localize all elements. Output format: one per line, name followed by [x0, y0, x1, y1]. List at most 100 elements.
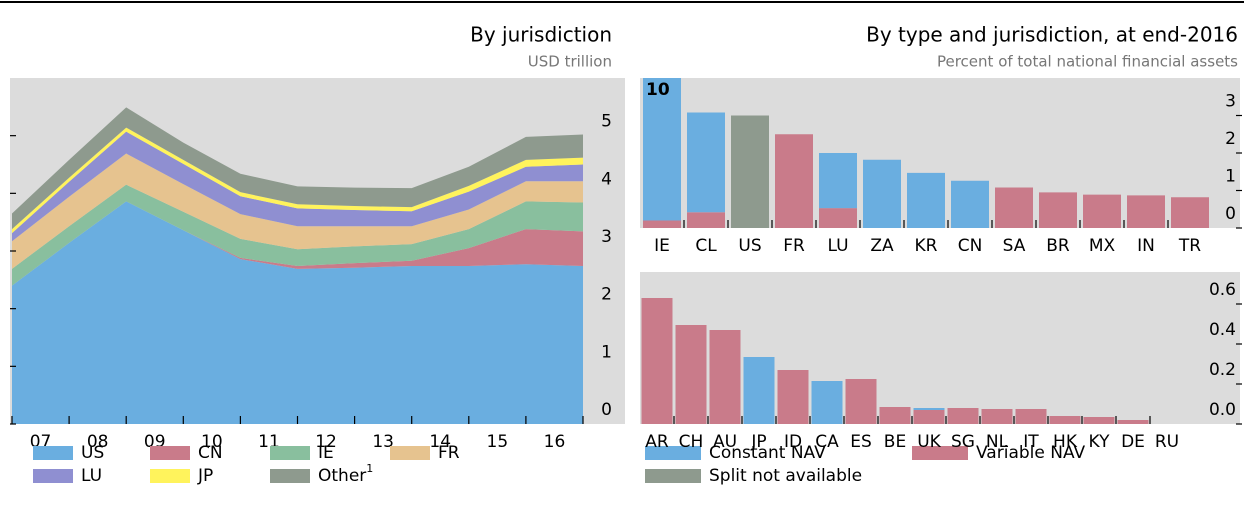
- bar: [777, 370, 809, 424]
- x-tick-label: IT: [1023, 432, 1039, 452]
- legend-name: FR: [438, 443, 460, 463]
- x-tick-label: CH: [679, 432, 704, 452]
- x-tick-label: RU: [1155, 432, 1179, 452]
- y-tick-label: 1: [1225, 167, 1236, 187]
- x-tick-label: JP: [750, 432, 766, 452]
- bar: [913, 408, 945, 410]
- bar: [675, 325, 707, 424]
- legend-swatch: [645, 446, 701, 460]
- x-tick-label: DE: [1121, 432, 1145, 452]
- bar: [775, 134, 813, 228]
- bar-plot: [641, 298, 1149, 424]
- area: [12, 201, 583, 286]
- footnote-mark: 1: [366, 462, 373, 475]
- y-tick-label: 3: [1225, 92, 1236, 112]
- y-tick-label: 0.4: [1209, 320, 1236, 340]
- x-tick-label: 13: [372, 432, 394, 452]
- legend-swatch: [33, 446, 73, 460]
- chart-title: By jurisdiction: [470, 23, 612, 47]
- bar: [1127, 195, 1165, 228]
- y-tick-label: 3: [601, 227, 612, 247]
- area-plot: [12, 107, 583, 424]
- legend-swatch: [645, 469, 701, 483]
- x-tick-label: ZA: [870, 236, 894, 256]
- legend-name: JP: [197, 466, 213, 486]
- legend-label: CN: [198, 443, 223, 463]
- x-tick-label: TR: [1178, 236, 1201, 256]
- bar: [731, 115, 769, 228]
- bar: [845, 379, 877, 424]
- x-tick-label: MX: [1089, 236, 1116, 256]
- bar: [687, 112, 725, 213]
- bar: [643, 78, 681, 221]
- x-tick-label: 10: [201, 432, 223, 452]
- annotation: 10: [646, 80, 670, 100]
- legend-label: JP: [197, 466, 213, 486]
- y-tick-label: 0.2: [1209, 360, 1236, 380]
- legend-label: LU: [81, 466, 102, 486]
- bar: [819, 208, 857, 228]
- y-tick-label: 0: [1225, 204, 1236, 224]
- legend-name: LU: [81, 466, 102, 486]
- bar: [687, 212, 725, 228]
- legend-label: FR: [438, 443, 460, 463]
- legend-label: Constant NAV: [709, 443, 826, 463]
- x-tick-label: CA: [815, 432, 839, 452]
- x-tick-label: BR: [1046, 236, 1070, 256]
- bar: [981, 409, 1013, 424]
- legend-label: IE: [318, 443, 334, 463]
- bar: [811, 381, 843, 424]
- bar: [641, 298, 673, 424]
- legend-swatch: [270, 469, 310, 483]
- legend-swatch: [912, 446, 968, 460]
- x-tick-label: KR: [915, 236, 938, 256]
- bar: [995, 187, 1033, 228]
- bar: [709, 330, 741, 424]
- chart-subtitle: Percent of total national financial asse…: [937, 53, 1238, 71]
- legend-name: CN: [198, 443, 223, 463]
- x-tick-label: KY: [1089, 432, 1111, 452]
- x-tick-label: US: [738, 236, 761, 256]
- legend-name: Other: [318, 466, 366, 486]
- bar: [1117, 420, 1149, 424]
- bar: [1015, 409, 1047, 424]
- legend-swatch: [390, 446, 430, 460]
- chart-title: By type and jurisdiction, at end-2016: [866, 23, 1238, 47]
- x-tick-label: BE: [884, 432, 906, 452]
- bar: [863, 159, 901, 228]
- x-tick-label: FR: [783, 236, 805, 256]
- legend-swatch: [270, 446, 310, 460]
- x-tick-label: AR: [645, 432, 669, 452]
- bar: [1171, 197, 1209, 228]
- x-tick-label: HK: [1053, 432, 1078, 452]
- bar: [947, 408, 979, 424]
- y-tick-label: 2: [601, 285, 612, 305]
- bar: [743, 357, 775, 424]
- x-tick-label: CN: [958, 236, 983, 256]
- bar: [1049, 416, 1081, 424]
- x-tick-label: 16: [544, 432, 566, 452]
- bar: [879, 407, 911, 424]
- y-tick-label: 0.0: [1209, 400, 1236, 420]
- bar: [1039, 192, 1077, 228]
- legend-name: US: [81, 443, 104, 463]
- x-tick-label: IE: [654, 236, 670, 256]
- x-tick-label: 08: [87, 432, 109, 452]
- legend-swatch: [150, 446, 190, 460]
- x-tick-label: SA: [1003, 236, 1026, 256]
- bar: [1083, 194, 1121, 228]
- y-tick-label: 1: [601, 342, 612, 362]
- x-tick-label: IN: [1137, 236, 1155, 256]
- area: [12, 107, 583, 230]
- x-tick-label: 14: [429, 432, 451, 452]
- x-tick-label: LU: [827, 236, 848, 256]
- bar: [951, 180, 989, 228]
- bar: [1083, 417, 1115, 424]
- bar: [913, 410, 945, 424]
- chart-subtitle: USD trillion: [528, 53, 612, 71]
- legend-label: Other1: [318, 462, 373, 486]
- y-tick-label: 2: [1225, 129, 1236, 149]
- y-tick-label: 0: [601, 400, 612, 420]
- y-tick-label: 4: [601, 169, 612, 189]
